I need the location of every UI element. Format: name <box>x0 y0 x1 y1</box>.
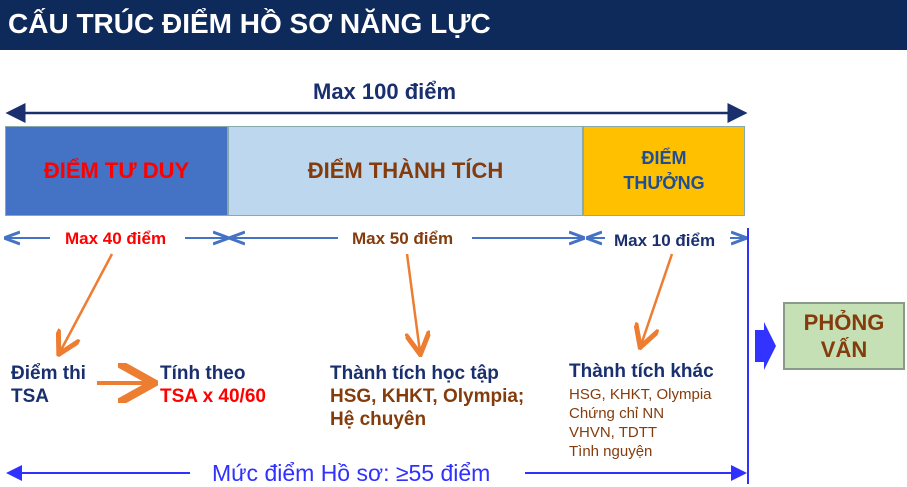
arrow-right-icon <box>755 322 776 370</box>
interview-box: PHỎNG VẤN <box>783 302 905 370</box>
other-items-list: HSG, KHKT, Olympia Chứng chỉ NN VHVN, TD… <box>569 385 714 461</box>
other-item: Chứng chỉ NN <box>569 405 665 422</box>
tsa-line: Điểm thi <box>11 363 86 384</box>
tsa-text: Điểm thi TSA <box>11 362 86 408</box>
segment-bonus: ĐIỂM THƯỞNG <box>583 126 745 216</box>
achievement-line: Hệ chuyên <box>330 409 427 430</box>
pointer-arrow <box>60 253 114 352</box>
max-10-label: Max 10 điểm <box>614 231 716 250</box>
calc-line: Tính theo <box>160 363 246 384</box>
interview-label: PHỎNG <box>803 310 885 335</box>
max-50-label: Max 50 điểm <box>352 229 454 248</box>
achievement-line: HSG, KHKT, Olympia; <box>330 386 525 407</box>
tsa-line: TSA <box>11 386 49 407</box>
other-item: Tình nguyện <box>569 443 653 460</box>
header-bar <box>0 0 907 50</box>
threshold-label: Mức điểm Hồ sơ: ≥55 điểm <box>212 460 491 486</box>
pointer-arrows <box>60 253 674 383</box>
segment-thinking: ĐIỂM TƯ DUY <box>5 126 228 216</box>
max-total-label: Max 100 điểm <box>313 79 457 104</box>
page-title: CẤU TRÚC ĐIỂM HỒ SƠ NĂNG LỰC <box>8 8 491 39</box>
max-40-label: Max 40 điểm <box>65 229 167 248</box>
other-item: HSG, KHKT, Olympia <box>569 386 712 403</box>
achievement-title: Thành tích học tập <box>330 363 499 384</box>
segment-achievement: ĐIỂM THÀNH TÍCH <box>228 126 583 216</box>
pointer-arrow <box>641 253 674 345</box>
segment-label: ĐIỂM THÀNH TÍCH <box>307 158 504 183</box>
calc-formula: TSA x 40/60 <box>160 386 266 407</box>
interview-label: VẤN <box>820 337 868 362</box>
calc-text: Tính theo TSA x 40/60 <box>160 362 266 408</box>
other-achievement-text: Thành tích khác HSG, KHKT, Olympia Chứng… <box>569 361 714 461</box>
segment-label: ĐIỂM TƯ DUY <box>43 158 190 183</box>
other-item: VHVN, TDTT <box>569 424 658 441</box>
achievement-text: Thành tích học tập HSG, KHKT, Olympia; H… <box>330 362 524 431</box>
segment-label: THƯỞNG <box>623 173 705 193</box>
other-title: Thành tích khác <box>569 361 714 382</box>
segment-label: ĐIỂM <box>641 148 687 168</box>
pointer-arrow <box>407 253 420 352</box>
